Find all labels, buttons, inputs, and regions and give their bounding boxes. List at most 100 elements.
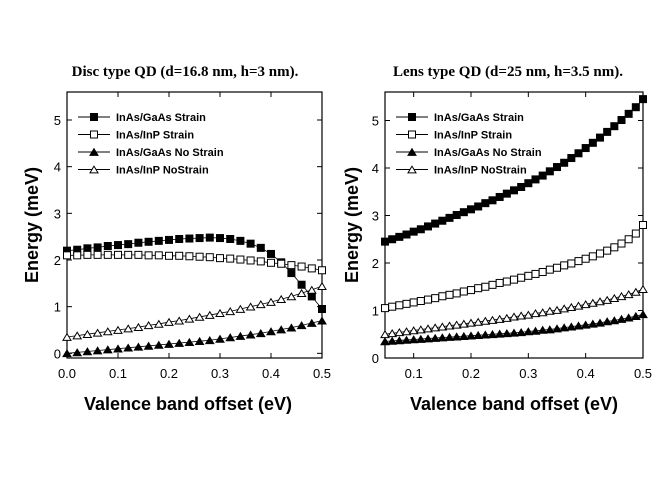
data-point [517, 183, 526, 191]
data-point [286, 292, 297, 301]
data-point [495, 192, 504, 201]
data-point [437, 333, 448, 342]
data-point [381, 304, 389, 313]
data-point [296, 288, 307, 297]
data-point [388, 302, 397, 311]
data-point [502, 189, 511, 198]
data-point [459, 287, 468, 296]
series-3 [62, 316, 327, 358]
data-point [616, 314, 627, 323]
y-tick-label: 2 [372, 256, 379, 271]
data-point [72, 348, 83, 357]
data-point [451, 320, 462, 329]
data-point [452, 211, 461, 220]
data-point [175, 235, 184, 243]
data-point [531, 175, 540, 184]
data-point [516, 328, 527, 337]
data-point [165, 235, 173, 244]
data-point [133, 342, 144, 351]
data-point [226, 254, 235, 263]
y-tick-label: 5 [372, 114, 379, 129]
data-point [307, 292, 316, 301]
data-point [639, 221, 647, 229]
legend-marker [90, 130, 98, 139]
data-point [424, 295, 432, 304]
data-point [306, 318, 317, 327]
data-point [566, 322, 577, 331]
data-point [246, 256, 255, 265]
data-point [62, 332, 72, 341]
data-point [531, 269, 540, 278]
x-tick-label: 0.5 [313, 366, 331, 381]
data-point [466, 318, 476, 327]
data-point [602, 317, 613, 326]
data-point [184, 337, 195, 346]
data-point [567, 154, 576, 163]
data-point [204, 335, 215, 345]
data-point [623, 313, 634, 322]
data-point [458, 319, 469, 328]
data-point [134, 238, 143, 247]
data-point [276, 294, 287, 304]
data-point [194, 336, 205, 346]
data-point [225, 333, 236, 342]
y-tick-label: 5 [54, 113, 61, 128]
data-point [215, 308, 225, 318]
data-point [524, 271, 533, 280]
data-point [617, 116, 626, 125]
data-point [402, 230, 411, 239]
data-point [153, 340, 164, 349]
data-point [581, 254, 590, 263]
data-point [559, 304, 570, 313]
series-line [66, 320, 323, 354]
series-1 [381, 95, 647, 246]
series-3 [380, 310, 648, 346]
data-point [401, 327, 412, 336]
data-point [587, 298, 598, 307]
data-point [194, 312, 205, 321]
data-point [388, 235, 397, 244]
data-point [82, 329, 93, 339]
data-point [267, 258, 275, 267]
data-point [415, 334, 426, 343]
x-tick-label: 0.2 [160, 366, 178, 381]
data-point [423, 324, 433, 333]
data-point [545, 265, 554, 274]
data-point [144, 237, 153, 246]
data-point [174, 338, 185, 347]
data-point [205, 233, 214, 242]
y-axis-label: Energy (meV) [22, 167, 42, 283]
data-point [524, 179, 533, 188]
data-point [102, 327, 113, 336]
data-point [123, 324, 134, 333]
data-point [623, 290, 634, 299]
legend-marker [408, 113, 416, 121]
data-point [286, 323, 297, 332]
data-point [580, 320, 591, 329]
data-point [245, 330, 256, 339]
data-point [82, 347, 93, 356]
data-point [62, 349, 72, 358]
data-point [544, 306, 555, 315]
x-tick-label: 0.2 [462, 366, 480, 381]
legend-label: InAs/GaAs Strain [434, 112, 524, 124]
data-point [103, 242, 112, 250]
data-point [144, 251, 153, 260]
data-point [480, 330, 491, 339]
series-1 [63, 233, 326, 313]
y-tick-label: 4 [372, 161, 379, 176]
data-point [255, 328, 266, 338]
data-point [123, 343, 134, 352]
data-point [494, 314, 505, 323]
data-point [595, 297, 605, 306]
data-point [164, 339, 174, 348]
data-point [124, 240, 133, 249]
data-point [236, 236, 245, 245]
data-point [215, 334, 225, 343]
plot-frame [66, 91, 323, 359]
data-point [297, 262, 306, 271]
y-tick-label: 1 [372, 304, 379, 319]
data-point [114, 241, 122, 250]
y-tick-label: 3 [372, 209, 379, 224]
